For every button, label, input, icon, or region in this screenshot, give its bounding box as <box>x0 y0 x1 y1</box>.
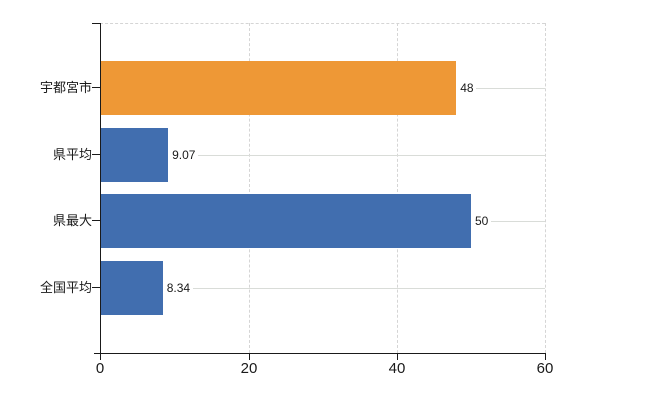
category-tick <box>92 87 100 88</box>
bar <box>101 128 169 182</box>
category-label: 県最大 <box>52 213 92 228</box>
category-tick <box>92 220 100 221</box>
category-label: 県平均 <box>52 147 92 162</box>
x-axis-tick <box>100 353 101 360</box>
x-axis-tick <box>397 353 398 360</box>
y-axis-top-tick <box>92 23 100 24</box>
x-axis-tick <box>545 353 546 360</box>
value-leader-line <box>198 155 545 156</box>
category-label: 宇都宮市 <box>39 80 92 95</box>
value-leader-line <box>192 288 545 289</box>
bar <box>101 261 163 315</box>
value-label: 48 <box>460 81 474 95</box>
bar-row-prefecture-average: 9.07 <box>101 128 545 182</box>
x-axis-tick <box>249 353 250 360</box>
bar-row-prefecture-max: 50 <box>101 194 545 248</box>
bar <box>101 194 471 248</box>
x-tick-label: 40 <box>388 360 406 377</box>
x-tick-label: 0 <box>95 360 105 377</box>
gridline-60 <box>545 23 546 353</box>
gridline-40 <box>397 23 398 353</box>
bar <box>101 61 457 115</box>
gridline-20 <box>249 23 250 353</box>
x-tick-label: 20 <box>240 360 258 377</box>
value-label: 50 <box>475 214 489 228</box>
bar-row-utsunomiya: 48 <box>101 61 545 115</box>
x-axis <box>94 353 545 354</box>
value-label: 8.34 <box>166 281 191 295</box>
bar-row-national-average: 8.34 <box>101 261 545 315</box>
y-axis <box>100 23 101 353</box>
value-leader-line <box>476 88 545 89</box>
value-leader-line <box>491 221 545 222</box>
category-label: 全国平均 <box>39 280 92 295</box>
x-tick-label: 60 <box>536 360 554 377</box>
category-tick <box>92 154 100 155</box>
value-label: 9.07 <box>172 148 196 162</box>
category-tick <box>92 287 100 288</box>
plot-top-border <box>100 23 545 24</box>
